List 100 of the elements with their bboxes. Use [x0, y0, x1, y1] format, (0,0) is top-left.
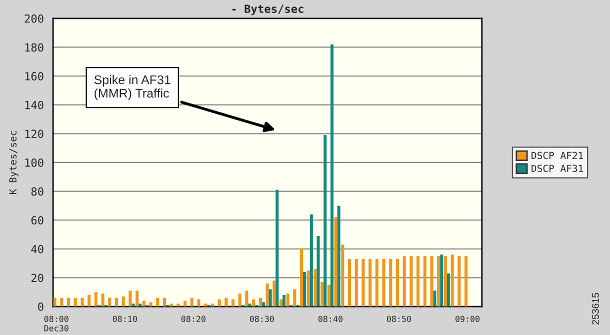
- bar: [67, 298, 70, 307]
- y-tick-label: 140: [25, 100, 44, 110]
- bar: [362, 258, 365, 307]
- bar: [128, 290, 132, 307]
- bar: [138, 304, 142, 307]
- bar: [74, 298, 77, 307]
- bar: [440, 254, 444, 307]
- bar: [330, 44, 334, 307]
- bar: [149, 302, 152, 307]
- bar: [238, 294, 242, 307]
- bar: [88, 295, 91, 307]
- bar: [314, 269, 317, 307]
- y-axis-title: K Bytes/sec: [9, 131, 18, 194]
- legend-label: DSCP AF21: [532, 152, 583, 160]
- bar: [184, 300, 187, 307]
- bar: [430, 256, 434, 307]
- y-tick-label: 180: [25, 43, 44, 52]
- bar: [416, 256, 420, 307]
- bar: [375, 258, 378, 307]
- bar: [252, 299, 256, 307]
- bar: [410, 256, 413, 307]
- bar: [136, 290, 139, 307]
- bar: [176, 304, 180, 307]
- bar: [218, 299, 221, 307]
- bar: [231, 299, 235, 307]
- bar: [224, 298, 228, 307]
- text: 253615: [592, 292, 599, 324]
- bar: [245, 290, 248, 307]
- bar: [156, 298, 160, 307]
- x-tick-label: 08:10: [112, 316, 137, 322]
- bar: [306, 270, 310, 307]
- bar: [272, 280, 276, 307]
- y-tick-label: 80: [31, 187, 44, 196]
- bar: [444, 256, 447, 307]
- bar: [341, 244, 344, 307]
- bar: [354, 258, 358, 307]
- y-tick-label: 160: [25, 72, 44, 80]
- y-tick-label: 0: [38, 302, 44, 311]
- bar: [262, 302, 265, 307]
- x-tick-label: 09:00: [456, 316, 480, 322]
- bar: [324, 135, 327, 307]
- bar: [122, 296, 125, 307]
- bar: [423, 256, 426, 307]
- bar: [258, 298, 262, 307]
- bar: [382, 258, 386, 307]
- bar: [248, 304, 252, 307]
- bar: [279, 299, 282, 307]
- bar: [94, 292, 98, 307]
- bar: [210, 304, 214, 307]
- bar: [450, 254, 454, 307]
- bar: [310, 214, 313, 307]
- bar: [115, 298, 118, 307]
- bar: [327, 284, 330, 307]
- y-tick-label: 60: [31, 216, 44, 225]
- bar: [458, 256, 461, 307]
- bar: [142, 300, 146, 307]
- bar: [464, 256, 468, 307]
- bar: [162, 298, 166, 307]
- x-tick-label: 08:00 Dec30: [44, 316, 68, 332]
- bar: [60, 298, 64, 307]
- bar: [396, 258, 399, 307]
- y-tick-label: 100: [25, 158, 44, 167]
- bar: [286, 294, 290, 307]
- bar: [197, 299, 200, 307]
- x-tick-label: 08:40: [318, 316, 342, 322]
- bar: [303, 272, 306, 307]
- bar: [334, 217, 338, 307]
- bar: [276, 190, 279, 307]
- bar: [389, 258, 392, 307]
- x-tick-label: 08:50: [386, 316, 411, 322]
- bar: [348, 258, 352, 307]
- bar: [293, 289, 296, 307]
- bar: [108, 298, 112, 307]
- bar: [266, 283, 269, 307]
- y-tick-label: 200: [24, 14, 44, 23]
- bar: [402, 256, 406, 307]
- bar: [320, 282, 324, 307]
- bar: [132, 304, 135, 307]
- bar: [268, 289, 272, 307]
- bar: [300, 248, 304, 307]
- bar: [80, 298, 84, 307]
- x-tick-label: 08:20: [181, 316, 206, 322]
- y-tick-label: 40: [31, 244, 44, 254]
- bar: [53, 298, 56, 307]
- bar: [282, 295, 286, 307]
- bar: [437, 256, 440, 307]
- bar: [190, 298, 194, 307]
- x-tick-label: 08:30: [250, 316, 274, 322]
- legend-label: DSCP AF31: [532, 164, 583, 172]
- y-tick-label: 20: [31, 274, 44, 282]
- annotation: Spike in AF31 (MMR) Traffic: [94, 75, 170, 100]
- bar: [433, 290, 436, 307]
- bar: [316, 236, 320, 307]
- y-tick-label: 120: [25, 130, 44, 138]
- bar: [101, 294, 104, 307]
- bar: [337, 206, 340, 307]
- chart-title: - Bytes/sec: [232, 4, 304, 16]
- bar: [170, 304, 173, 307]
- bar: [368, 258, 372, 307]
- bar: [446, 273, 450, 307]
